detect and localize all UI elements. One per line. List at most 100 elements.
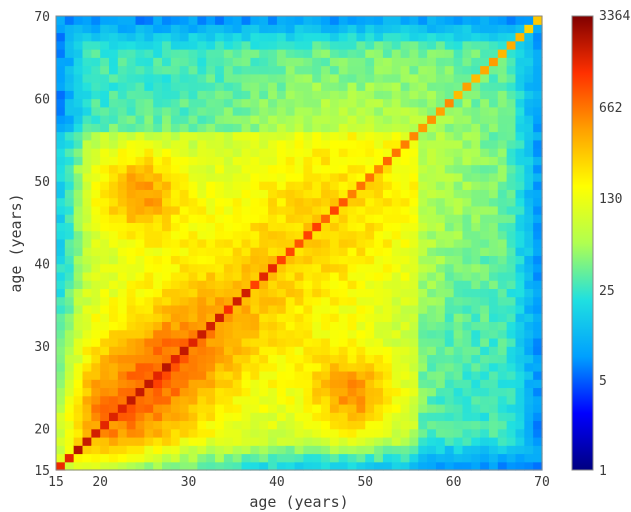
heatmap-cell <box>400 346 411 356</box>
heatmap-cell <box>347 172 358 182</box>
heatmap-cell <box>321 24 331 34</box>
heatmap-cell <box>356 436 366 446</box>
heatmap-cell <box>497 230 508 240</box>
heatmap-cell <box>427 255 437 265</box>
heatmap-cell <box>480 32 490 42</box>
heatmap-cell <box>109 313 119 323</box>
heatmap-cell <box>153 445 163 455</box>
heatmap-cell <box>294 370 305 380</box>
heatmap-cell <box>471 346 481 356</box>
heatmap-cell <box>170 230 181 240</box>
heatmap-cell <box>250 321 260 331</box>
heatmap-cell <box>418 222 428 232</box>
heatmap-cell <box>533 346 543 356</box>
heatmap-cell <box>276 247 287 256</box>
heatmap-cell <box>374 139 384 149</box>
heatmap-cell <box>206 156 216 166</box>
heatmap-cell <box>347 181 358 190</box>
heatmap-cell <box>64 436 75 446</box>
heatmap-cell <box>462 387 472 397</box>
heatmap-cell <box>338 428 349 438</box>
heatmap-cell <box>56 222 66 232</box>
heatmap-cell <box>294 222 305 232</box>
heatmap-cell <box>100 214 110 223</box>
heatmap-cell <box>533 172 543 182</box>
heatmap-cell <box>250 189 260 199</box>
heatmap-cell <box>533 461 543 471</box>
heatmap-cell <box>232 280 243 289</box>
heatmap-cell <box>524 40 534 50</box>
heatmap-cell <box>135 172 145 182</box>
heatmap-cell <box>100 296 110 306</box>
heatmap-cell <box>64 123 75 133</box>
heatmap-cell <box>480 131 490 141</box>
heatmap-cell <box>144 280 154 289</box>
heatmap-cell <box>365 131 375 141</box>
heatmap-cell <box>188 189 198 199</box>
heatmap-cell <box>250 148 260 157</box>
heatmap-cell <box>303 115 313 124</box>
heatmap-cell <box>179 57 190 67</box>
heatmap-cell <box>100 32 110 42</box>
heatmap-cell <box>294 436 305 446</box>
heatmap-cell <box>497 205 508 215</box>
heatmap-cell <box>117 189 128 199</box>
heatmap-cell <box>347 148 358 157</box>
heatmap-cell <box>56 40 66 50</box>
heatmap-cell <box>515 387 525 397</box>
heatmap-cell <box>100 73 110 83</box>
heatmap-cell <box>285 453 296 463</box>
heatmap-cell <box>259 255 269 265</box>
heatmap-cell <box>250 32 260 42</box>
heatmap-cell <box>144 271 154 281</box>
heatmap-cell <box>409 181 419 190</box>
heatmap-cell <box>91 148 101 157</box>
heatmap-cell <box>444 395 455 405</box>
heatmap-cell <box>382 123 393 133</box>
heatmap-cell <box>188 57 198 67</box>
heatmap-cell <box>91 98 101 108</box>
heatmap-cell <box>162 354 172 364</box>
heatmap-cell <box>232 172 243 182</box>
heatmap-cell <box>356 57 366 67</box>
heatmap-cell <box>409 321 419 331</box>
heatmap-cell <box>215 139 225 149</box>
heatmap-cell <box>488 461 499 471</box>
heatmap-cell <box>285 403 296 413</box>
heatmap-cell <box>294 445 305 455</box>
heatmap-cell <box>294 271 305 281</box>
heatmap-cell <box>435 296 446 306</box>
heatmap-cell <box>312 370 322 380</box>
heatmap-cell <box>533 379 543 389</box>
heatmap-cell <box>268 238 278 248</box>
heatmap-cell <box>73 313 84 323</box>
heatmap-cell <box>232 255 243 265</box>
heatmap-cell <box>303 453 313 463</box>
heatmap-cell <box>162 172 172 182</box>
heatmap-cell <box>321 379 331 389</box>
heatmap-cell <box>73 32 84 42</box>
heatmap-cell <box>374 40 384 50</box>
heatmap-cell <box>241 156 251 166</box>
heatmap-cell <box>409 65 419 75</box>
heatmap-cell <box>73 65 84 75</box>
heatmap-cell <box>497 461 508 471</box>
heatmap-cell <box>480 313 490 323</box>
heatmap-cell <box>444 189 455 199</box>
heatmap-cell <box>73 82 84 91</box>
heatmap-cell <box>179 280 190 289</box>
heatmap-cell <box>294 82 305 91</box>
heatmap-cell <box>276 288 287 298</box>
heatmap-cell <box>435 222 446 232</box>
heatmap-cell <box>126 156 137 166</box>
heatmap-cell <box>100 156 110 166</box>
heatmap-cell <box>64 156 75 166</box>
heatmap-cell <box>223 354 234 364</box>
heatmap-cell <box>135 148 145 157</box>
heatmap-cell <box>427 428 437 438</box>
heatmap-cell <box>170 197 181 207</box>
heatmap-cell <box>409 329 419 339</box>
heatmap-cell <box>365 370 375 380</box>
heatmap-cell <box>506 436 517 446</box>
